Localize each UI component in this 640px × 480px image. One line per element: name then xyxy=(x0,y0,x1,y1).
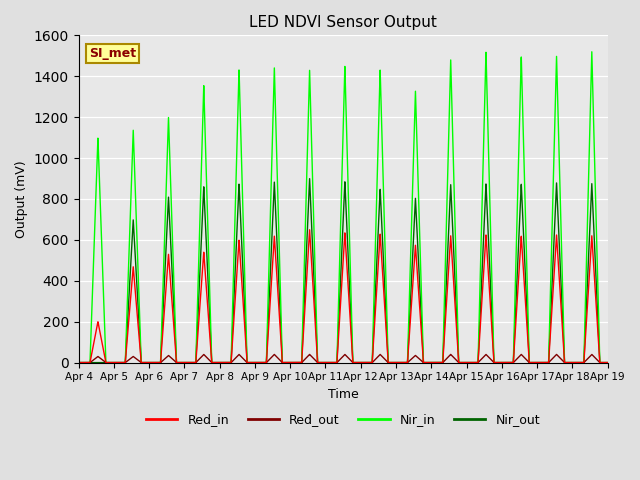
Red_in xyxy=(388,360,396,365)
Red_in xyxy=(266,300,274,306)
Nir_out xyxy=(467,360,475,365)
Nir_out xyxy=(495,360,503,365)
X-axis label: Time: Time xyxy=(328,388,358,401)
Legend: Red_in, Red_out, Nir_in, Nir_out: Red_in, Red_out, Nir_in, Nir_out xyxy=(141,408,545,431)
Line: Nir_out: Nir_out xyxy=(79,179,608,362)
Nir_in xyxy=(495,360,503,365)
Line: Red_out: Red_out xyxy=(79,354,608,362)
Red_out xyxy=(495,360,503,365)
Nir_out xyxy=(306,176,314,181)
Nir_out xyxy=(411,208,419,214)
Nir_out xyxy=(101,360,109,365)
Nir_in xyxy=(604,360,612,365)
Nir_out xyxy=(75,360,83,365)
Nir_in xyxy=(388,360,396,365)
Nir_in xyxy=(467,360,475,365)
Y-axis label: Output (mV): Output (mV) xyxy=(15,160,28,238)
Red_out xyxy=(266,356,274,361)
Nir_in xyxy=(101,338,109,344)
Red_out xyxy=(101,359,109,365)
Nir_in xyxy=(588,49,596,55)
Red_in xyxy=(604,360,612,365)
Line: Nir_in: Nir_in xyxy=(79,52,608,362)
Nir_out xyxy=(388,360,396,365)
Red_out xyxy=(467,360,475,365)
Red_in xyxy=(495,360,503,365)
Title: LED NDVI Sensor Output: LED NDVI Sensor Output xyxy=(249,15,437,30)
Red_out xyxy=(388,360,396,365)
Nir_in xyxy=(411,112,419,118)
Red_out xyxy=(588,351,596,357)
Red_in xyxy=(306,227,314,233)
Nir_in xyxy=(266,221,274,227)
Red_in xyxy=(467,360,475,365)
Red_in xyxy=(75,360,83,365)
Red_in xyxy=(101,356,109,361)
Nir_out xyxy=(266,275,274,280)
Red_out xyxy=(411,353,419,359)
Nir_out xyxy=(604,360,612,365)
Text: SI_met: SI_met xyxy=(89,47,136,60)
Line: Red_in: Red_in xyxy=(79,230,608,362)
Red_in xyxy=(411,252,419,257)
Nir_in xyxy=(75,360,83,365)
Red_out xyxy=(604,360,612,365)
Red_out xyxy=(75,360,83,365)
